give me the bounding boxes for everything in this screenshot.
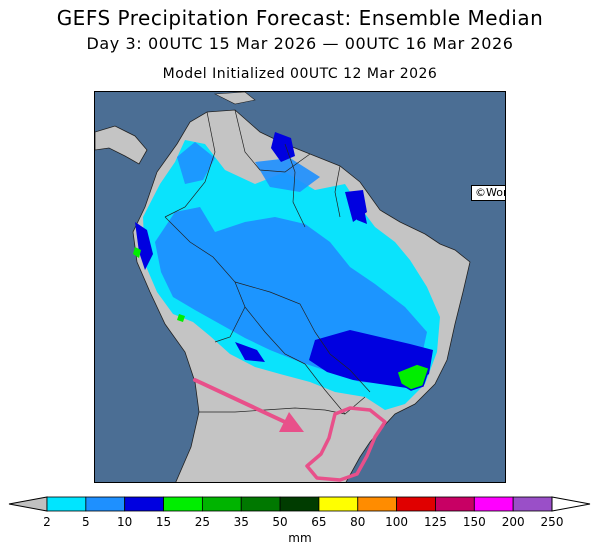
color-bar-tick-label: 50	[272, 515, 287, 529]
chart-title: GEFS Precipitation Forecast: Ensemble Me…	[56, 6, 544, 30]
color-bar-tick-label: 10	[117, 515, 132, 529]
color-bar-tick-label: 5	[82, 515, 90, 529]
precip-very-heavy	[396, 363, 430, 391]
land-central-america	[95, 125, 148, 165]
color-bar-segment	[318, 496, 359, 512]
color-bar-tick-label: 200	[502, 515, 525, 529]
color-bar-tick-label: 35	[234, 515, 249, 529]
color-bar-segment	[201, 496, 242, 512]
color-bar-tick-label: 2	[43, 515, 51, 529]
color-bar-segment	[396, 496, 436, 512]
color-bar-segment	[279, 496, 320, 512]
color-bar-tick-label: 80	[350, 515, 365, 529]
color-bar-tick-label: 25	[195, 515, 210, 529]
color-bar-segment	[46, 496, 87, 512]
annotation-arrow	[193, 378, 287, 424]
color-bar-segment	[357, 496, 398, 512]
annotation-arrowhead	[279, 412, 304, 432]
color-bar-above	[551, 496, 591, 512]
color-bar-tick-label: 100	[385, 515, 408, 529]
country-borders	[164, 109, 371, 415]
credit-label: ©World Ag Weather	[471, 185, 505, 201]
color-bar-segment	[512, 496, 553, 512]
forecast-period: Day 3: 00UTC 15 Mar 2026 — 00UTC 16 Mar …	[86, 34, 514, 53]
color-bar	[8, 496, 591, 512]
color-bar-segment	[473, 496, 514, 512]
color-bar-segment	[240, 496, 281, 512]
color-bar-tick-label: 65	[311, 515, 326, 529]
color-bar-segment	[435, 496, 475, 512]
color-bar-tick-label: 250	[541, 515, 564, 529]
color-bar-tick-label: 150	[463, 515, 486, 529]
color-bar-segment	[85, 496, 126, 512]
color-bar-tick-label: 15	[156, 515, 171, 529]
color-bar-segment	[124, 496, 164, 512]
color-bar-tick-label: 125	[424, 515, 447, 529]
model-initialized: Model Initialized 00UTC 12 Mar 2026	[162, 66, 438, 82]
precipitation-map: ©World Ag Weather	[94, 91, 506, 483]
color-scale: 2 5 10 15 25 35 50 65 80 100 125 150 200 250 mm	[8, 496, 591, 545]
color-bar-unit: mm	[288, 531, 311, 545]
annotation-outline	[305, 406, 387, 482]
color-bar-below	[8, 496, 48, 512]
color-bar-ticks: 2 5 10 15 25 35 50 65 80 100 125 150 200 250	[43, 515, 563, 529]
color-bar-segment	[163, 496, 203, 512]
